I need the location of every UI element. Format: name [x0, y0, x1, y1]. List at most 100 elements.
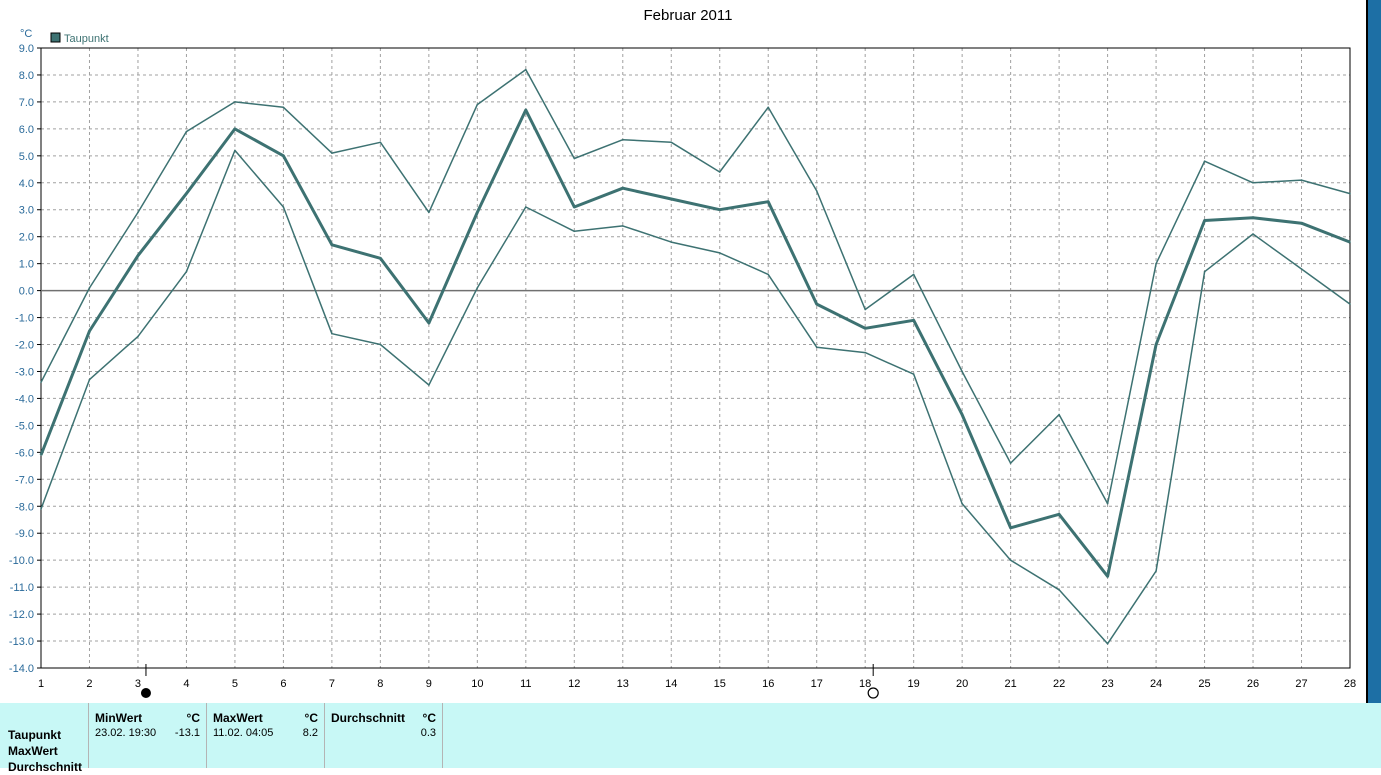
min-column: MinWert °C 23.02. 19:30 -13.1: [88, 703, 206, 768]
series-max-point: [379, 141, 382, 144]
y-tick-label: 1.0: [19, 259, 34, 271]
y-tick-label: -8.0: [15, 501, 34, 513]
max-unit: °C: [304, 711, 318, 725]
y-tick-label: 4.0: [19, 178, 34, 190]
series-avg-point: [573, 206, 576, 208]
series-max-point: [1203, 160, 1206, 163]
x-tick-label: 4: [183, 678, 189, 690]
legend-swatch: [50, 32, 61, 43]
plot-frame: [40, 47, 1351, 669]
x-tick-label: 19: [908, 678, 920, 690]
x-tick-label: 17: [811, 678, 823, 690]
avg-header: Durchschnitt: [331, 711, 406, 725]
y-axis-unit: °C: [20, 28, 32, 40]
x-tick-label: 15: [714, 678, 726, 690]
y-tick-label: -9.0: [15, 528, 34, 540]
y-tick-label: 2.0: [19, 232, 34, 244]
series-min-point: [1349, 303, 1351, 305]
full-moon-icon: [867, 687, 879, 699]
moon-phases: [140, 664, 879, 699]
x-tick-label: 9: [426, 678, 432, 690]
series-min-point: [1155, 570, 1157, 572]
series-min-point: [234, 149, 236, 152]
avg-unit: °C: [422, 711, 436, 725]
series-avg-point: [1203, 219, 1206, 222]
series-max-point: [1252, 181, 1254, 184]
series-avg-point: [185, 192, 188, 195]
series-avg-point: [961, 413, 963, 416]
series-min-point: [525, 206, 527, 208]
y-tick-label: 0.0: [19, 286, 34, 298]
max-time: 11.02. 04:05: [213, 727, 274, 739]
x-tick-label: 28: [1344, 678, 1356, 690]
series-avg-point: [912, 319, 915, 322]
series-avg-point: [40, 454, 42, 456]
series-max-point: [1009, 462, 1012, 464]
series-min-point: [912, 373, 915, 375]
series-avg-point: [864, 327, 866, 330]
x-tick-label: 1: [38, 678, 44, 690]
series-min-point: [1009, 559, 1012, 561]
avg-value: 0.3: [420, 727, 436, 739]
series-avg-point: [476, 211, 479, 214]
series-min-point: [428, 384, 430, 386]
x-tick-label: 27: [1295, 678, 1307, 690]
series-min-point: [476, 287, 479, 289]
series-avg-point: [234, 128, 236, 130]
x-tick-label: 6: [280, 678, 286, 690]
series-max-point: [1349, 192, 1351, 195]
series-max-point: [525, 68, 527, 71]
chart: 9.0 8.0 7.0 6.0 5.0 4.0 3.0 2.0 1.0 0.0 -1.0 -2.0 -3…: [9, 7, 1356, 699]
series-min-point: [40, 508, 42, 510]
series-max-point: [767, 106, 770, 109]
series-min-point: [88, 378, 91, 381]
series-min-point: [1300, 268, 1303, 270]
series-avg-point: [1009, 527, 1012, 529]
y-tick-label: -12.0: [9, 609, 34, 621]
series-max-point: [912, 273, 915, 276]
y-tick-label: -7.0: [15, 474, 34, 486]
x-tick-label: 7: [329, 678, 335, 690]
x-tick-label: 24: [1150, 678, 1162, 690]
chart-title: Februar 2011: [644, 7, 733, 24]
series-min-point: [331, 332, 333, 335]
min-unit: °C: [186, 711, 200, 725]
series-avg-point: [767, 200, 770, 203]
x-tick-label: 11: [520, 678, 531, 690]
series-avg-point: [1058, 513, 1060, 516]
series-avg-point: [428, 322, 430, 324]
series-min-point: [718, 252, 721, 254]
series-min-line: [40, 149, 1351, 645]
avg-column: Durchschnitt °C 0.3: [324, 703, 443, 768]
x-tick-label: 26: [1247, 678, 1259, 690]
series-max-point: [331, 152, 333, 154]
series-avg-point: [1106, 575, 1109, 578]
y-tick-label: 7.0: [19, 97, 34, 109]
series-avg-point: [282, 155, 285, 157]
series-max-point: [428, 211, 430, 214]
axes: 9.0 8.0 7.0 6.0 5.0 4.0 3.0 2.0 1.0 0.0 -1.0 -2.0 -3…: [9, 43, 1356, 690]
x-tick-label: 25: [1198, 678, 1210, 690]
series-min-point: [1252, 233, 1254, 235]
series-avg-point: [670, 198, 673, 200]
y-tick-label: -2.0: [15, 340, 34, 352]
summary-panel: Taupunkt MaxWert Durchschnitt MinWert °C…: [0, 703, 1381, 774]
series-min-point: [621, 225, 624, 227]
series-min-point: [961, 502, 963, 505]
series-min-point: [670, 241, 673, 243]
max-column: MaxWert °C 11.02. 04:05 8.2: [206, 703, 324, 768]
max-value: 8.2: [302, 727, 318, 739]
series-avg-point: [815, 303, 818, 305]
x-tick-label: 14: [665, 678, 677, 690]
y-tick-label: -10.0: [9, 555, 34, 567]
row-label-maxwert: MaxWert: [8, 744, 58, 758]
series-avg-point: [1300, 222, 1303, 225]
series-min-point: [815, 346, 818, 349]
x-tick-label: 13: [617, 678, 629, 690]
series-max-point: [185, 130, 188, 133]
x-tick-label: 21: [1005, 678, 1017, 690]
series-max-point: [1155, 262, 1157, 265]
legend-label: Taupunkt: [64, 33, 109, 45]
series-min-point: [573, 230, 576, 233]
series-max-point: [476, 103, 479, 106]
